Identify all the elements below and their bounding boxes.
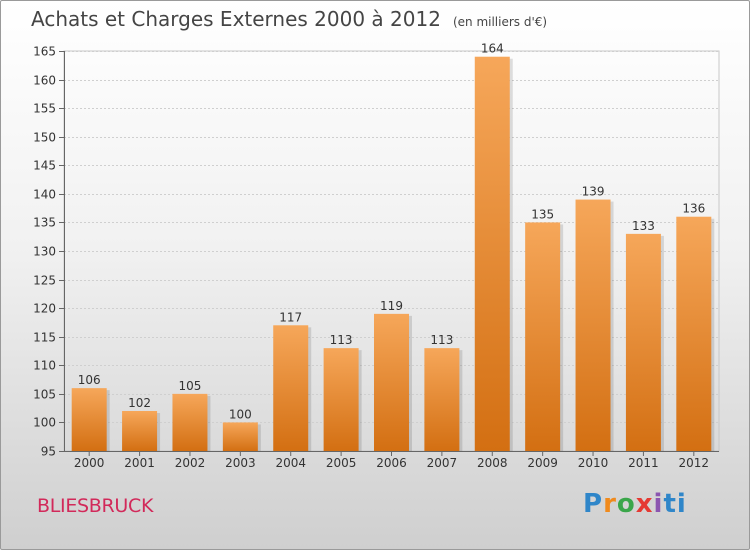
y-tick-label: 140 xyxy=(33,188,56,202)
y-tick-label: 115 xyxy=(33,331,56,345)
x-tick-label: 2010 xyxy=(578,456,609,470)
data-label: 133 xyxy=(632,219,655,233)
title-text: Achats et Charges Externes 2000 à 2012 xyxy=(31,7,441,31)
bar-2005 xyxy=(323,348,359,451)
bars xyxy=(71,56,715,451)
bar-2000 xyxy=(71,388,107,451)
data-label: 113 xyxy=(430,333,453,347)
bar-2010 xyxy=(575,199,611,451)
data-label: 164 xyxy=(481,42,504,56)
x-tick-label: 2005 xyxy=(326,456,357,470)
y-tick-label: 135 xyxy=(33,216,56,230)
axes: 95 100 105 110 115 120 125 130 135 140 145 150 155 16… xyxy=(33,45,719,470)
x-tick-label: 2002 xyxy=(175,456,206,470)
data-label: 117 xyxy=(279,310,302,324)
bar-2002 xyxy=(172,393,208,451)
x-tick-label: 2006 xyxy=(376,456,407,470)
y-tick-label: 165 xyxy=(33,45,56,59)
x-tick-label: 2001 xyxy=(124,456,155,470)
data-label: 100 xyxy=(229,407,252,421)
data-label: 113 xyxy=(330,333,353,347)
bar-2003 xyxy=(222,422,258,451)
y-tick-label: 130 xyxy=(33,245,56,259)
data-label: 139 xyxy=(582,185,605,199)
proxiti-logo[interactable]: Proxiti xyxy=(583,489,687,519)
x-tick-label: 2008 xyxy=(477,456,508,470)
bar-2006 xyxy=(374,313,409,451)
chart-title: Achats et Charges Externes 2000 à 2012 (e… xyxy=(31,7,547,31)
commune-name: BLIESBRUCK xyxy=(37,495,154,517)
x-tick-label: 2000 xyxy=(74,456,105,470)
y-tick-label: 95 xyxy=(41,445,56,459)
y-tick-label: 125 xyxy=(33,274,56,288)
y-tick-label: 160 xyxy=(33,74,56,88)
bar-2012 xyxy=(676,216,712,451)
x-tick-label: 2003 xyxy=(225,456,256,470)
x-tick-label: 2011 xyxy=(628,456,659,470)
y-tick-label: 155 xyxy=(33,102,56,116)
bar-2009 xyxy=(525,222,561,451)
bar-2001 xyxy=(122,411,158,451)
bar-2008 xyxy=(474,56,510,451)
bar-2007 xyxy=(424,348,460,451)
bar-2011 xyxy=(625,233,661,451)
bar-2004 xyxy=(273,325,309,451)
y-tick-label: 110 xyxy=(33,359,56,373)
x-tick-label: 2004 xyxy=(275,456,306,470)
y-tick-label: 150 xyxy=(33,131,56,145)
x-tick-label: 2009 xyxy=(527,456,558,470)
y-tick-label: 145 xyxy=(33,159,56,173)
data-label: 119 xyxy=(380,299,403,313)
data-label: 135 xyxy=(531,207,554,221)
data-labels: 106 102 105 100 117 113 119 113 164 135 139 133 136 xyxy=(78,42,706,422)
data-label: 105 xyxy=(179,379,202,393)
data-label: 102 xyxy=(128,396,151,410)
x-tick-label: 2012 xyxy=(679,456,710,470)
unit-label: (en milliers d'€) xyxy=(452,15,548,29)
y-tick-label: 105 xyxy=(33,388,56,402)
y-tick-label: 100 xyxy=(33,416,56,430)
x-tick-label: 2007 xyxy=(427,456,458,470)
data-label: 136 xyxy=(682,202,705,216)
data-label: 106 xyxy=(78,373,101,387)
y-tick-label: 120 xyxy=(33,302,56,316)
